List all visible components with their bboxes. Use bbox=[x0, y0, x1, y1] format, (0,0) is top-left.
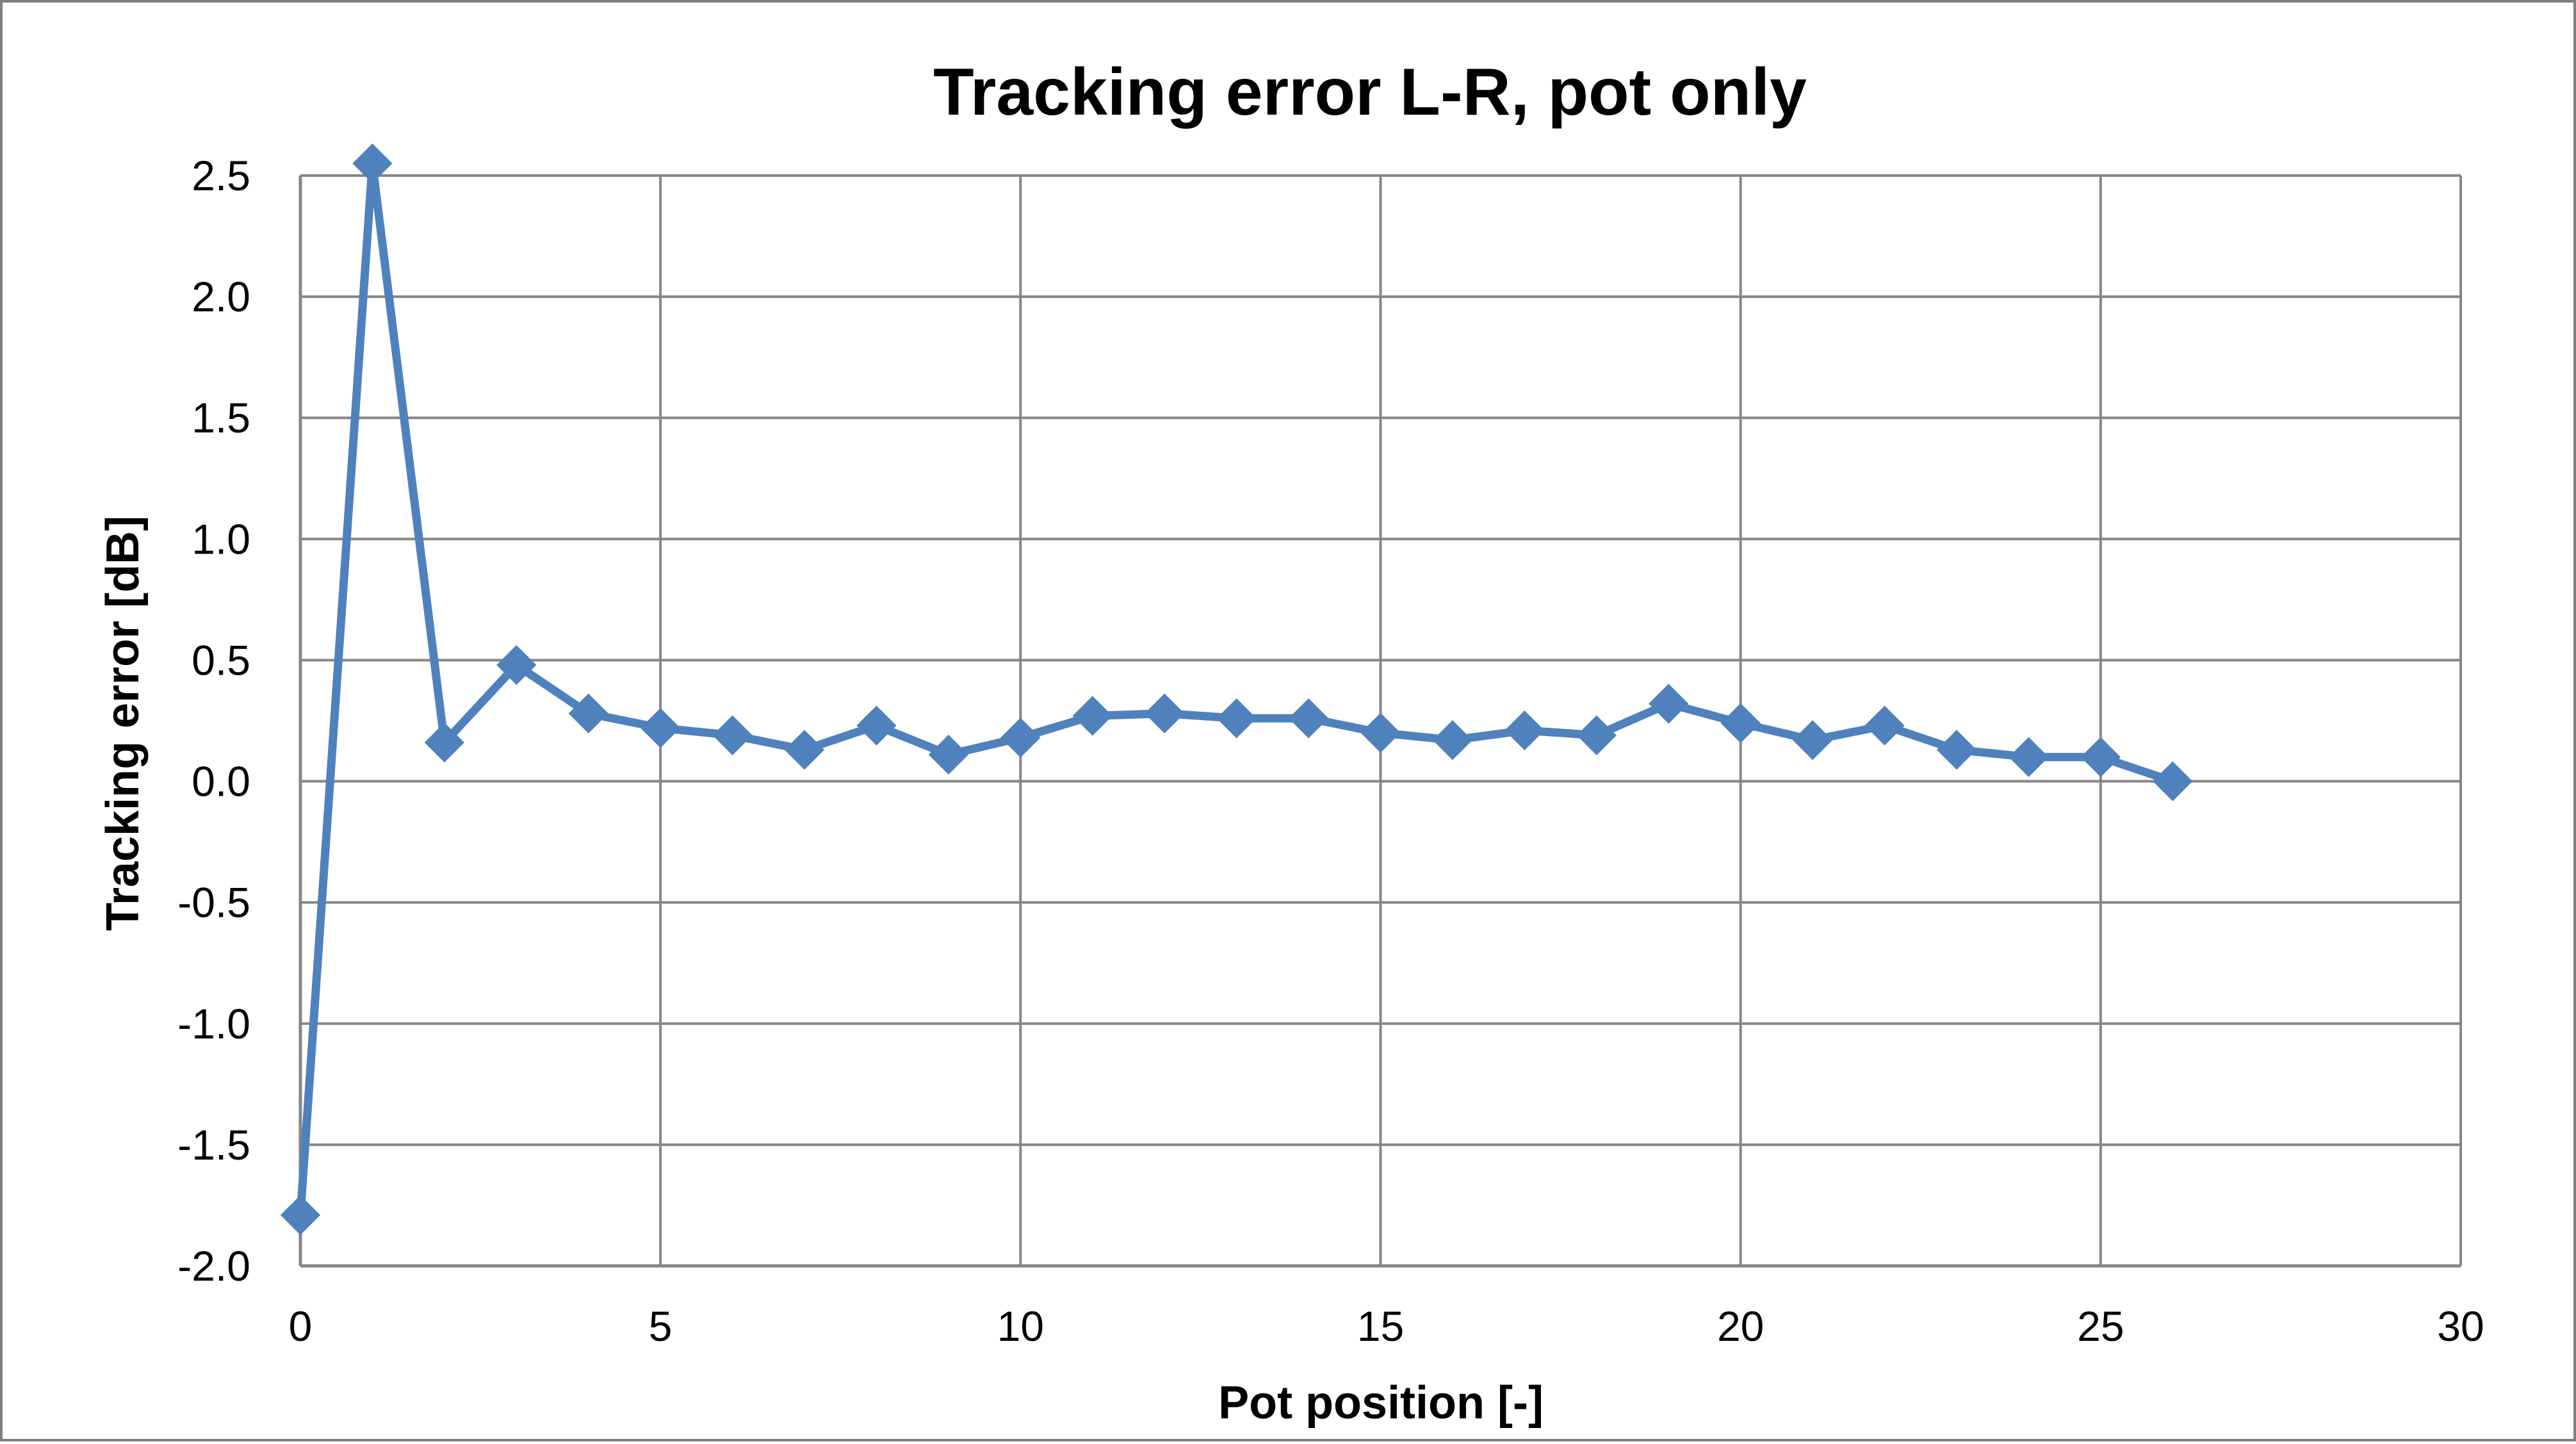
data-markers bbox=[280, 143, 2193, 1235]
y-tick-label: -1.0 bbox=[177, 1000, 250, 1047]
data-point-marker bbox=[1216, 698, 1257, 739]
data-point-marker bbox=[1720, 703, 1761, 743]
data-series bbox=[296, 163, 2174, 1216]
chart-title: Tracking error L-R, pot only bbox=[933, 55, 1807, 129]
y-axis-title: Tracking error [dB] bbox=[97, 516, 149, 931]
data-point-marker bbox=[2153, 761, 2193, 801]
data-point-marker bbox=[1360, 712, 1401, 753]
data-point-marker bbox=[1649, 684, 1689, 724]
data-point-marker bbox=[496, 644, 537, 685]
x-tick-label: 30 bbox=[2437, 1302, 2484, 1350]
y-tick-label: -1.5 bbox=[177, 1121, 250, 1169]
data-point-marker bbox=[1000, 718, 1041, 758]
tick-labels: -2.0 -1.5 -1.0 -0.5 0.0 0.5 1.0 1.5 2.0 2.5 0 5 10 15… bbox=[177, 152, 2484, 1350]
y-tick-label: 1.0 bbox=[192, 515, 250, 562]
data-point-marker bbox=[1072, 696, 1113, 736]
data-point-marker bbox=[1145, 693, 1185, 734]
data-point-marker bbox=[2080, 737, 2121, 777]
x-axis-title: Pot position [-] bbox=[1218, 1377, 1544, 1429]
data-point-marker bbox=[1936, 730, 1977, 770]
x-tick-label: 0 bbox=[289, 1302, 313, 1350]
data-point-marker bbox=[1288, 698, 1329, 739]
data-point-marker bbox=[352, 143, 393, 184]
data-point-marker bbox=[568, 693, 608, 734]
data-point-marker bbox=[1792, 720, 1833, 760]
data-point-marker bbox=[1504, 710, 1545, 751]
data-point-marker bbox=[280, 1195, 321, 1235]
data-point-marker bbox=[1576, 715, 1617, 755]
data-point-marker bbox=[856, 705, 897, 746]
y-tick-label: -2.0 bbox=[177, 1242, 250, 1290]
x-tick-label: 25 bbox=[2077, 1302, 2124, 1350]
data-point-marker bbox=[1864, 705, 1905, 746]
y-tick-label: 0.0 bbox=[192, 758, 250, 805]
data-point-marker bbox=[928, 734, 969, 775]
data-point-marker bbox=[1432, 720, 1473, 760]
line-chart: -2.0 -1.5 -1.0 -0.5 0.0 0.5 1.0 1.5 2.0 2.5 0 5 10 15… bbox=[97, 55, 2484, 1429]
data-point-marker bbox=[784, 730, 825, 770]
x-tick-label: 10 bbox=[997, 1302, 1044, 1350]
axes bbox=[298, 176, 2461, 1268]
data-point-marker bbox=[2009, 737, 2049, 777]
data-point-marker bbox=[424, 722, 464, 763]
x-tick-label: 15 bbox=[1357, 1302, 1404, 1350]
data-point-marker bbox=[640, 708, 681, 748]
data-point-marker bbox=[712, 715, 753, 755]
series-line bbox=[296, 163, 2174, 1216]
x-tick-label: 20 bbox=[1717, 1302, 1764, 1350]
y-tick-label: 2.0 bbox=[192, 273, 250, 320]
y-tick-label: -0.5 bbox=[177, 879, 250, 926]
y-tick-label: 0.5 bbox=[192, 636, 250, 684]
x-tick-label: 5 bbox=[649, 1302, 673, 1350]
y-tick-label: 2.5 bbox=[192, 152, 250, 199]
y-tick-label: 1.5 bbox=[192, 394, 250, 441]
